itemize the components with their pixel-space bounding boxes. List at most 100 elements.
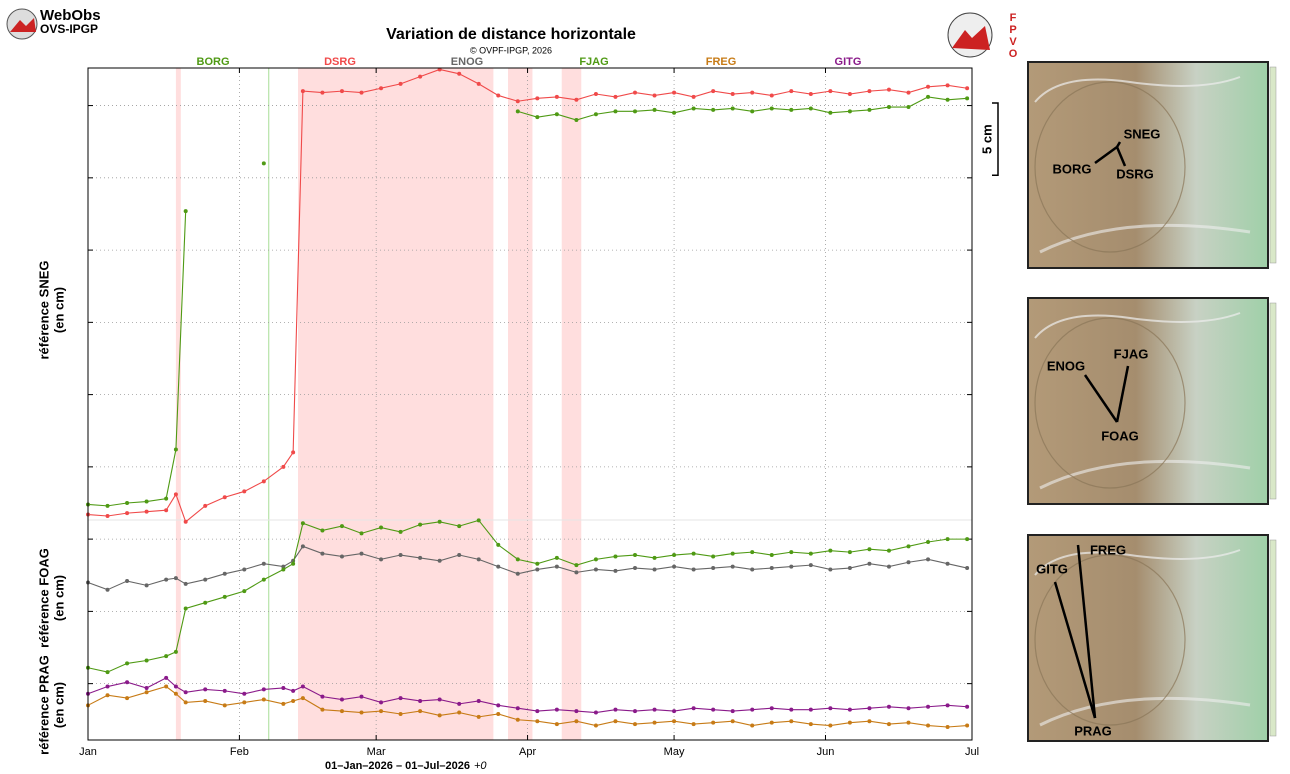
data-point	[848, 566, 852, 570]
data-point	[594, 112, 598, 116]
data-point	[887, 705, 891, 709]
data-point	[379, 526, 383, 530]
data-point	[340, 698, 344, 702]
data-point	[574, 98, 578, 102]
data-point	[516, 706, 520, 710]
data-point	[164, 578, 168, 582]
y-axis-label-unit: (en cm)	[51, 575, 66, 621]
data-point	[848, 550, 852, 554]
data-point	[750, 91, 754, 95]
data-point	[613, 95, 617, 99]
data-point	[262, 479, 266, 483]
data-point	[438, 698, 442, 702]
data-point	[457, 72, 461, 76]
data-point	[125, 579, 129, 583]
data-point	[633, 566, 637, 570]
x-tick-label: Jan	[79, 746, 97, 758]
data-point	[828, 724, 832, 728]
data-point	[965, 724, 969, 728]
data-point	[516, 109, 520, 113]
data-point	[106, 670, 110, 674]
data-point	[438, 559, 442, 563]
station-label: GITG	[1036, 561, 1068, 576]
data-point	[711, 108, 715, 112]
data-point	[457, 553, 461, 557]
data-point	[184, 690, 188, 694]
data-point	[174, 692, 178, 696]
data-point	[184, 582, 188, 586]
data-point	[809, 92, 813, 96]
data-point	[106, 685, 110, 689]
data-point	[145, 659, 149, 663]
data-point	[926, 95, 930, 99]
data-point	[848, 708, 852, 712]
data-point	[613, 719, 617, 723]
data-point	[418, 699, 422, 703]
data-point	[555, 708, 559, 712]
data-point	[262, 687, 266, 691]
data-point	[379, 86, 383, 90]
data-point	[653, 93, 657, 97]
data-point	[477, 715, 481, 719]
data-point	[907, 706, 911, 710]
data-point	[223, 495, 227, 499]
data-point	[574, 709, 578, 713]
data-point	[457, 524, 461, 528]
station-label: PRAG	[1074, 723, 1112, 738]
y-axis-label: référence PRAG	[36, 655, 51, 755]
data-point	[301, 89, 305, 93]
data-point	[926, 724, 930, 728]
data-point	[360, 552, 364, 556]
data-point	[281, 686, 285, 690]
badge-letter: F	[1010, 12, 1017, 24]
data-point	[184, 700, 188, 704]
data-point	[946, 98, 950, 102]
x-tick-label: Feb	[230, 746, 249, 758]
data-point	[867, 719, 871, 723]
data-point	[535, 719, 539, 723]
data-point	[203, 578, 207, 582]
maps: SNEGBORGDSRGENOGFJAGFOAGGITGFREGPRAG	[1028, 62, 1276, 741]
data-point	[340, 554, 344, 558]
legend-label: FREG	[706, 56, 737, 68]
data-point	[555, 556, 559, 560]
data-point	[907, 105, 911, 109]
data-point	[750, 724, 754, 728]
data-point	[848, 92, 852, 96]
badge-letter: V	[1009, 36, 1017, 48]
data-point	[164, 654, 168, 658]
data-point	[711, 554, 715, 558]
data-point	[731, 92, 735, 96]
data-point	[770, 566, 774, 570]
data-point	[731, 552, 735, 556]
data-point	[594, 557, 598, 561]
x-tick-label: May	[664, 746, 685, 758]
data-point	[174, 576, 178, 580]
data-point	[653, 556, 657, 560]
data-point	[692, 567, 696, 571]
data-point	[535, 709, 539, 713]
station-label: FREG	[1090, 542, 1126, 557]
data-point	[672, 719, 676, 723]
data-point	[281, 567, 285, 571]
data-point	[965, 705, 969, 709]
logo: WebObs OVS-IPGP	[7, 7, 101, 39]
data-point	[477, 82, 481, 86]
data-point	[399, 712, 403, 716]
station-label: ENOG	[1047, 358, 1085, 373]
data-point	[477, 557, 481, 561]
data-point	[946, 562, 950, 566]
data-point	[360, 695, 364, 699]
map: GITG FREG PRAG	[1028, 535, 1276, 741]
station-label: BORG	[1053, 161, 1092, 176]
data-point	[653, 108, 657, 112]
data-point	[946, 725, 950, 729]
data-point	[887, 549, 891, 553]
data-point	[692, 106, 696, 110]
data-point	[633, 91, 637, 95]
data-point	[438, 713, 442, 717]
data-point	[320, 91, 324, 95]
data-point	[145, 583, 149, 587]
data-point	[789, 708, 793, 712]
data-point	[594, 724, 598, 728]
